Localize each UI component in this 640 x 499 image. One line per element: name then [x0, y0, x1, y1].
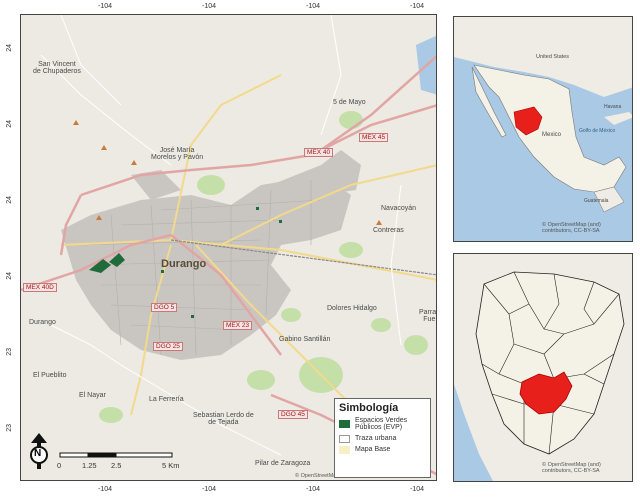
- legend-item-mapa-base: Mapa Base: [339, 445, 426, 454]
- scale-label-1: 1.25: [82, 461, 97, 470]
- lat-tick-1: 24: [6, 44, 13, 52]
- legend-label-evp: Espacios Verdes Públicos (EVP): [355, 417, 408, 432]
- city-label-durango: Durango: [161, 258, 207, 270]
- legend-label-mapa-base: Mapa Base: [355, 446, 391, 454]
- inset-label-havana: Havana: [604, 104, 622, 110]
- lon-tick-bottom-2: -104: [202, 486, 217, 493]
- place-contreras: Contreras: [373, 227, 404, 234]
- legend-item-evp: Espacios Verdes Públicos (EVP): [339, 417, 426, 432]
- legend-item-traza: Traza urbana: [339, 434, 426, 443]
- north-arrow-icon: [30, 433, 48, 469]
- lon-tick-bottom-4: -104: [410, 486, 425, 493]
- lon-tick-top-2: -104: [202, 3, 217, 10]
- scale-label-2: 2.5: [111, 461, 122, 470]
- legend-swatch-traza: [339, 434, 350, 443]
- place-parras: Parras Fue: [419, 309, 437, 324]
- inset-label-gulf: Golfo de México: [579, 128, 616, 134]
- main-map[interactable]: San Vincent de Chupaderos José María Mor…: [20, 14, 437, 481]
- north-arrow-label: N: [34, 448, 42, 459]
- road-shield-dgo45: DGO 45: [278, 410, 308, 419]
- scale-label-0: 0: [57, 461, 62, 470]
- main-map-canvas: [21, 15, 436, 480]
- inset-map-mexico[interactable]: United States Mexico Golfo de México Gua…: [453, 16, 633, 242]
- scale-bar: 0 1.25 2.5 5 Km: [56, 452, 186, 472]
- inset-top-attribution: © OpenStreetMap (and) contributors, CC-B…: [542, 222, 601, 235]
- place-el-pueblito: El Pueblito: [33, 372, 67, 379]
- urban-area: [61, 150, 361, 360]
- scale-bar-graphic: [59, 452, 173, 458]
- lon-tick-bottom-3: -104: [306, 486, 321, 493]
- evp-polygons: [89, 207, 282, 318]
- place-el-nayar: El Nayar: [79, 392, 106, 399]
- lat-tick-6: 23: [6, 424, 13, 432]
- place-navacoyan: Navacoyán: [381, 205, 417, 212]
- place-durango-small: Durango: [29, 319, 56, 326]
- legend-swatch-evp: [339, 420, 350, 429]
- lat-tick-2: 24: [6, 120, 13, 128]
- inset-map-durango[interactable]: © OpenStreetMap (and) contributors, CC-B…: [453, 253, 633, 482]
- road-shield-dgo5: DGO 5: [151, 303, 178, 312]
- inset-durango-canvas: [454, 254, 632, 481]
- legend-swatch-mapa-base: [339, 445, 350, 454]
- inset-bottom-attribution: © OpenStreetMap (and) contributors, CC-B…: [542, 462, 601, 475]
- place-cinco-mayo: 5 de Mayo: [333, 99, 366, 106]
- lon-tick-bottom-1: -104: [98, 486, 113, 493]
- inset-mexico-durango-highlight: [513, 106, 543, 136]
- inset-label-guatemala: Guatemala: [584, 198, 609, 204]
- road-shield-mex40d: MEX 40D: [23, 283, 57, 292]
- inset-label-us: United States: [536, 54, 570, 60]
- road-shield-mex40: MEX 40: [304, 148, 334, 157]
- place-gabino: Gabino Santillán: [279, 336, 331, 343]
- inset-mexico-canvas: [454, 17, 632, 241]
- road-shield-dgo25: DGO 25: [153, 342, 183, 351]
- legend: Simbología Espacios Verdes Públicos (EVP…: [334, 398, 431, 478]
- place-la-ferreria: La Ferrería: [149, 396, 184, 403]
- lat-tick-4: 24: [6, 272, 13, 280]
- lon-tick-top-4: -104: [410, 3, 425, 10]
- inset-label-mexico: Mexico: [542, 132, 562, 138]
- lat-tick-5: 23: [6, 348, 13, 356]
- road-shield-mex45: MEX 45: [359, 133, 389, 142]
- scale-label-3: 5 Km: [162, 461, 180, 470]
- road-shield-mex23: MEX 23: [223, 321, 253, 330]
- legend-label-traza: Traza urbana: [355, 435, 397, 443]
- place-pilar: Pilar de Zaragoza: [255, 460, 311, 467]
- lon-tick-top-1: -104: [98, 3, 113, 10]
- place-san-vicente: San Vincent de Chupaderos: [33, 61, 81, 76]
- legend-title: Simbología: [339, 402, 399, 414]
- inset-durango-municipality-highlight: [519, 371, 573, 415]
- lon-tick-top-3: -104: [306, 3, 321, 10]
- place-dolores: Dolores Hidalgo: [327, 305, 377, 312]
- place-sebastian: Sebastian Lerdo de de Tejada: [193, 412, 254, 427]
- place-jose-maria: José María Morelos y Pavón: [151, 147, 204, 162]
- lat-tick-3: 24: [6, 196, 13, 204]
- north-arrow: N: [28, 431, 50, 471]
